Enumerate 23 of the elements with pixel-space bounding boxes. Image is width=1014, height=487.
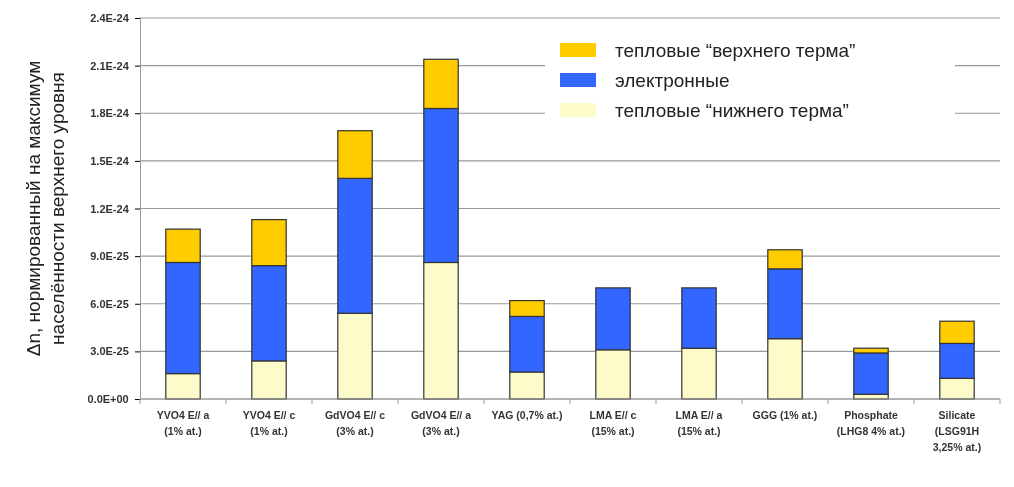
y-tick-label: 0.0E+00	[87, 393, 129, 406]
x-tick-label: GdVO4 E// c (3% at.)	[324, 409, 386, 437]
x-tick-label: GdVO4 E// a (3% at.)	[410, 409, 472, 437]
x-tick-label: LMA E// c (15% at.)	[589, 409, 637, 437]
y-tick-label: 1.5E-24	[90, 154, 130, 167]
y-tick-label: 2.1E-24	[90, 59, 130, 72]
legend-label: тепловые “нижнего терма”	[615, 100, 849, 121]
y-tick-label: 3.0E-25	[90, 345, 129, 358]
x-tick-label: YVO4 E// c (1% at.)	[242, 409, 296, 437]
legend-label: тепловые “верхнего терма”	[615, 40, 856, 61]
y-tick-label: 1.2E-24	[90, 202, 130, 215]
y-tick-label: 6.0E-25	[90, 297, 129, 310]
y-tick-label: 9.0E-25	[90, 250, 129, 263]
x-tick-label: Phosphate (LHG8 4% at.)	[836, 409, 906, 437]
x-tick-label: YVO4 E// a (1% at.)	[156, 409, 210, 437]
x-tick-label: Silicate (LSG91H 3,25% at.)	[932, 409, 982, 453]
legend-label: электронные	[615, 70, 730, 91]
x-tick-label: LMA E// a (15% at.)	[675, 409, 723, 437]
y-axis-title: Δn, нормированный на максимум населённости верхнего уровня	[23, 60, 68, 357]
y-tick-label: 1.8E-24	[90, 107, 130, 120]
x-tick-label: GGG (1% at.)	[752, 409, 818, 421]
x-tick-label: YAG (0,7% at.)	[491, 409, 563, 421]
y-tick-label: 2.4E-24	[90, 12, 130, 25]
